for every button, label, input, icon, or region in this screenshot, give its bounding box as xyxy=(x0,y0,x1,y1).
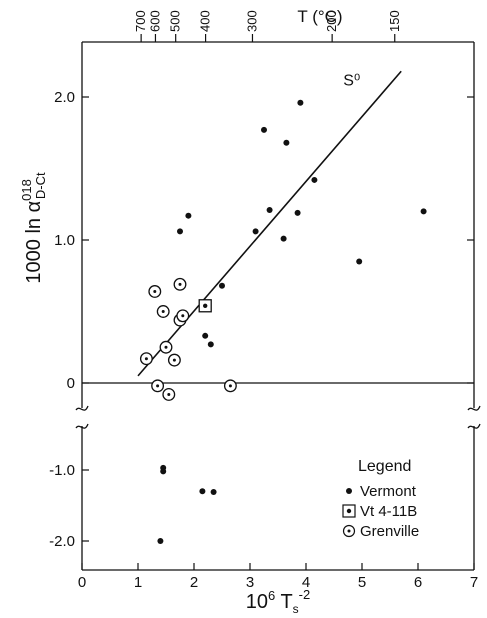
fit-line-label: S⁰ xyxy=(343,72,360,89)
top-tick-label: 700 xyxy=(133,10,148,32)
point-vermont xyxy=(202,332,209,339)
y-tick-label: 2.0 xyxy=(54,89,75,106)
left-break-mark-top xyxy=(75,405,89,411)
top-tick-label: 500 xyxy=(168,10,183,32)
point-grenville xyxy=(159,340,173,354)
x-tick-label: 7 xyxy=(470,574,478,591)
axes-frame xyxy=(75,41,481,571)
y-axis-title: 1000 ln α018D-Ct xyxy=(19,172,48,284)
legend-vermont-marker xyxy=(346,488,352,494)
point-vermont xyxy=(210,489,217,496)
ticks: 0 1 2 3 4 5 6 7 0 1.0 2.0 -1.0 -2.0 700 600 500 400 300 20… xyxy=(49,10,478,591)
point-grenville xyxy=(173,277,187,291)
point-grenville xyxy=(167,353,181,367)
legend-vt4-11b-label: Vt 4-11B xyxy=(360,503,417,520)
fit-line-group: S⁰ xyxy=(137,70,402,377)
point-vt4-11b xyxy=(198,299,212,313)
right-break-mark-bottom xyxy=(467,423,481,429)
point-vermont xyxy=(185,212,192,219)
top-tick-label: 400 xyxy=(198,10,213,32)
legend-title: Legend xyxy=(358,458,411,475)
x-tick-label: 4 xyxy=(302,574,310,591)
right-break-mark-top xyxy=(467,405,481,411)
legend-item-grenville: Grenville xyxy=(342,523,419,540)
x-tick-label: 0 xyxy=(78,574,86,591)
point-vermont xyxy=(261,126,267,133)
legend: Legend Vermont Vt 4-11B Grenville xyxy=(342,458,419,540)
point-grenville xyxy=(223,379,237,393)
y-tick-label: -2.0 xyxy=(49,533,75,550)
point-vermont xyxy=(280,235,287,242)
point-vermont xyxy=(207,341,214,348)
x-tick-label: 5 xyxy=(358,574,366,591)
x-tick-label: 2 xyxy=(190,574,198,591)
top-tick-label: 200 xyxy=(324,10,339,32)
legend-item-vermont: Vermont xyxy=(346,483,417,500)
point-vermont xyxy=(294,209,301,216)
point-vermont xyxy=(283,139,290,146)
point-vermont xyxy=(157,538,164,544)
x-tick-label: 1 xyxy=(134,574,142,591)
left-break-mark-bottom xyxy=(75,423,89,429)
fit-line xyxy=(137,70,402,377)
point-vermont xyxy=(266,206,273,213)
y-tick-label: 1.0 xyxy=(54,232,75,249)
y-tick-label: 0 xyxy=(67,375,75,392)
legend-grenville-label: Grenville xyxy=(360,523,419,540)
point-grenville xyxy=(176,309,190,323)
svg-text:106 Ts-2: 106 Ts-2 xyxy=(246,587,310,616)
point-grenville xyxy=(148,285,162,298)
point-vermont xyxy=(160,468,167,475)
point-grenville xyxy=(139,352,153,366)
data-points xyxy=(139,99,427,544)
point-vermont xyxy=(311,176,318,183)
x-axis-title: 106 Ts-2 xyxy=(246,587,310,616)
x-tick-label: 3 xyxy=(246,574,254,591)
point-vermont xyxy=(297,99,304,106)
point-grenville xyxy=(151,379,165,393)
point-vermont xyxy=(356,258,363,265)
point-vermont xyxy=(219,282,225,289)
legend-vermont-label: Vermont xyxy=(360,483,417,500)
point-grenville xyxy=(162,387,176,401)
point-vermont xyxy=(252,228,259,235)
point-vermont xyxy=(177,228,183,235)
x-tick-label: 6 xyxy=(414,574,422,591)
point-grenville xyxy=(156,305,170,318)
legend-item-vt4-11b: Vt 4-11B xyxy=(342,503,417,520)
top-tick-label: 300 xyxy=(244,10,259,32)
point-vermont xyxy=(199,488,206,495)
svg-text:1000 ln α018D-Ct: 1000 ln α018D-Ct xyxy=(19,172,48,284)
top-axis-title: T (°C) xyxy=(297,7,342,26)
point-vermont xyxy=(420,208,427,215)
top-tick-label: 600 xyxy=(147,10,162,32)
y-tick-label: -1.0 xyxy=(49,462,75,479)
legend-vt4-11b-marker xyxy=(342,504,356,518)
top-tick-label: 150 xyxy=(387,10,402,32)
